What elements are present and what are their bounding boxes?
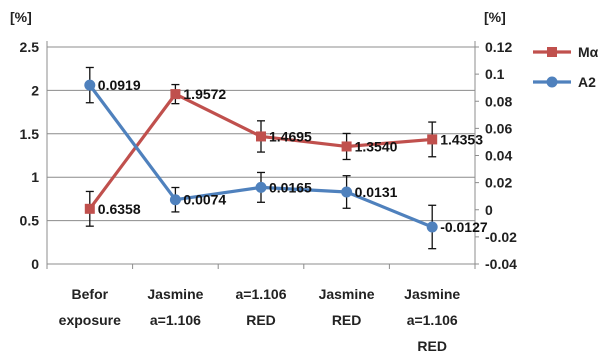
- legend-label: A2: [578, 74, 596, 90]
- left-axis-tick-label: 0: [31, 256, 39, 272]
- left-axis-tick-label: 1.5: [20, 126, 40, 142]
- data-label: 1.3540: [355, 138, 398, 154]
- data-label: 1.4695: [269, 128, 312, 144]
- right-axis-tick-label: 0.06: [485, 120, 512, 136]
- left-axis-tick-label: 0.5: [20, 213, 40, 229]
- right-axis-tick-label: 0.02: [485, 175, 512, 191]
- data-point: [341, 141, 352, 152]
- category-label: a=1.106: [236, 286, 287, 302]
- data-label: 0.6358: [98, 201, 141, 217]
- legend-item: A2: [533, 74, 596, 90]
- category-label: Jasmine: [147, 286, 203, 302]
- right-axis-tick-label: 0.08: [485, 93, 512, 109]
- category-label: RED: [246, 312, 276, 328]
- legend-marker: [546, 76, 558, 88]
- legend: Mα A2: [533, 44, 599, 90]
- data-label: 0.0165: [269, 179, 312, 195]
- data-point: [255, 181, 267, 193]
- category-label: Jasmine: [319, 286, 375, 302]
- data-point: [169, 194, 181, 206]
- right-axis-ticks: -0.04 -0.02 0 0.02 0.04 0.06 0.08 0.1 0.12: [475, 39, 517, 272]
- series-circle: 0.0919 0.0074 0.0165 0.0131 -0.0127: [84, 66, 488, 250]
- legend-label: Mα: [578, 44, 599, 60]
- data-point: [426, 221, 438, 233]
- data-point: [170, 89, 181, 100]
- category-label: Jasmine: [404, 286, 460, 302]
- data-label: 1.9572: [183, 86, 226, 102]
- data-point: [341, 186, 353, 198]
- data-point: [84, 79, 96, 91]
- category-labels: Befor exposure Jasmine a=1.106 a=1.106 RED Jas…: [59, 286, 461, 352]
- data-point: [427, 134, 438, 145]
- category-label: a=1.106: [407, 312, 458, 328]
- data-point: [84, 203, 95, 214]
- legend-item: Mα: [533, 44, 599, 60]
- category-label: exposure: [59, 312, 121, 328]
- left-axis-ticks: 0 0.5 1 1.5 2 2.5: [20, 39, 40, 272]
- right-axis-tick-label: 0: [485, 202, 493, 218]
- left-axis-tick-label: 2.5: [20, 39, 40, 55]
- data-label: -0.0127: [440, 219, 488, 235]
- axes: [46, 41, 476, 269]
- right-axis-tick-label: 0.12: [485, 39, 512, 55]
- category-label: Befor: [72, 286, 109, 302]
- right-axis-tick-label: 0.1: [485, 66, 505, 82]
- right-axis-tick-label: 0.04: [485, 148, 512, 164]
- left-axis-tick-label: 1: [31, 169, 39, 185]
- left-axis-unit-label: [%]: [10, 9, 32, 25]
- data-label: 1.4353: [440, 131, 483, 147]
- series-square: 0.6358 1.9572 1.4695 1.3540 1.4353: [84, 83, 483, 227]
- data-point: [256, 131, 266, 142]
- right-axis-unit-label: [%]: [484, 9, 506, 25]
- left-axis-tick-label: 2: [31, 82, 39, 98]
- legend-marker: [547, 47, 557, 57]
- data-label: 0.0074: [183, 192, 226, 208]
- category-label: RED: [417, 338, 447, 352]
- category-label: a=1.106: [150, 312, 201, 328]
- series: 0.6358 1.9572 1.4695 1.3540 1.4353 0.0919 0.00…: [84, 66, 488, 250]
- series-line: [88, 84, 433, 229]
- right-axis-tick-label: -0.04: [485, 256, 517, 272]
- category-label: RED: [332, 312, 362, 328]
- data-label: 0.0131: [355, 184, 398, 200]
- data-label: 0.0919: [98, 77, 141, 93]
- right-axis-tick-label: -0.02: [485, 229, 517, 245]
